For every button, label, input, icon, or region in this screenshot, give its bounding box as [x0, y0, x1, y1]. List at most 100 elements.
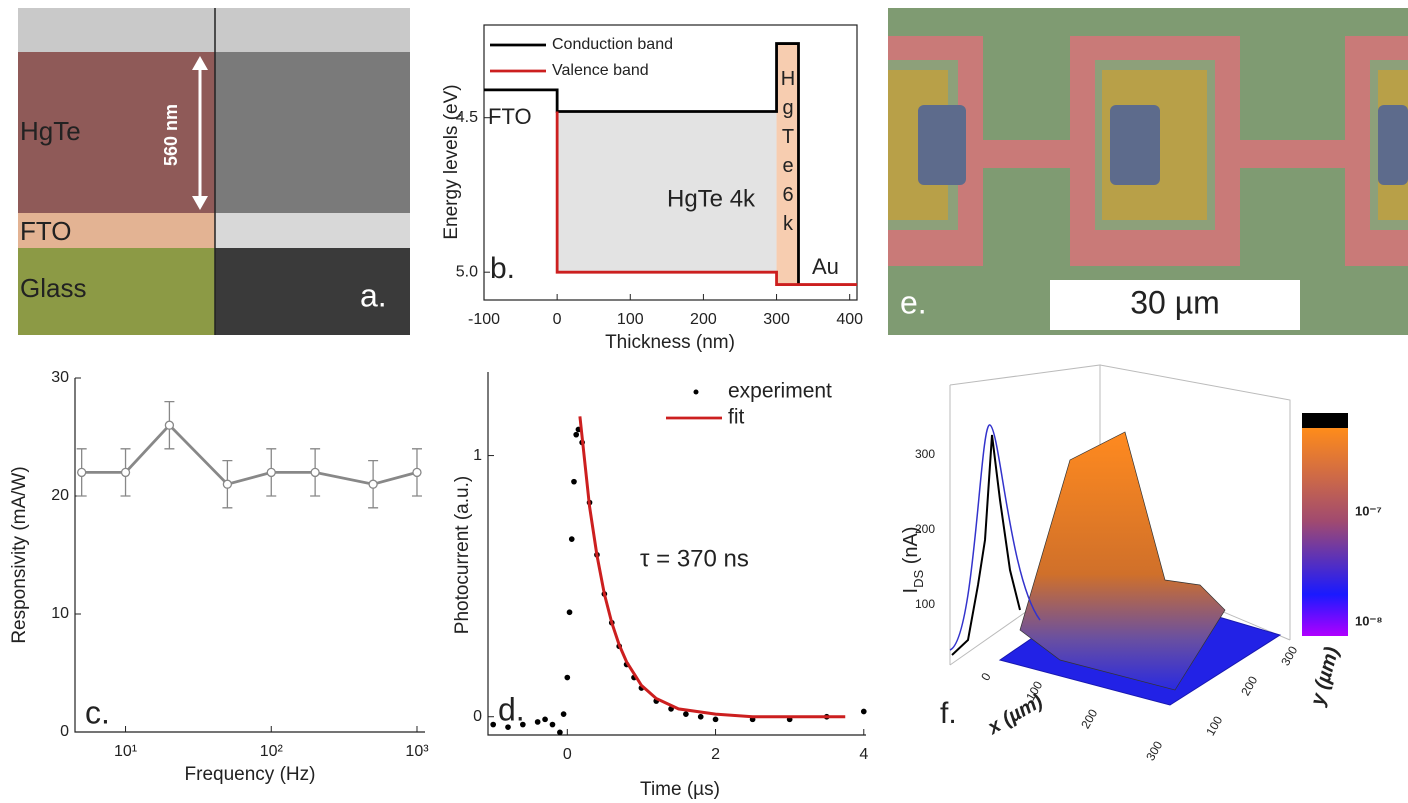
legend-swatch [693, 389, 699, 395]
contact [1110, 105, 1160, 185]
fto-layer [18, 213, 215, 248]
x-tick-label: 400 [836, 311, 863, 328]
layer-label: FTO [20, 216, 72, 246]
panel-f [949, 364, 1348, 706]
data-point [164, 420, 175, 430]
colorbar-label: 10⁻⁸ [1355, 613, 1382, 628]
data-point [505, 724, 511, 731]
x-tick-label: 10³ [405, 743, 429, 760]
axes [487, 372, 866, 736]
legend-label: Conduction band [552, 36, 673, 53]
data-point [542, 716, 548, 723]
y-tick-label: 100 [1203, 713, 1225, 738]
profile-fit [949, 424, 1041, 651]
plot-frame [483, 24, 858, 301]
data-point [222, 479, 233, 489]
y-tick-label: 5.0 [456, 263, 478, 280]
chart: 0 2 4 0 1 Time (µs) Photocurrent (a.u.) experim… [452, 372, 868, 800]
colorbar [1302, 428, 1348, 636]
data-point [557, 729, 563, 736]
y-tick-label: 300 [1278, 643, 1300, 668]
x-tick-label: 300 [763, 311, 790, 328]
data-point [697, 713, 704, 720]
data-point [77, 467, 87, 478]
legend-label: fit [728, 406, 745, 429]
data-point [564, 674, 571, 681]
z-label-unit: (nA) [900, 527, 922, 570]
z-label-main: I [900, 588, 922, 594]
x-tick-label: 4 [859, 746, 868, 763]
annotation-char: g [782, 97, 793, 119]
annotation: d. [498, 691, 525, 727]
series-line [484, 42, 800, 285]
x-tick-label: -100 [468, 311, 500, 328]
sem-hgte [215, 52, 410, 213]
surface-peak [1019, 431, 1226, 691]
data-point [368, 479, 378, 489]
data-point [549, 721, 556, 728]
annotation: c. [85, 694, 110, 730]
hgte-layer [18, 52, 215, 213]
x-tick-label: 0 [553, 311, 562, 328]
panel-a: HgTe FTO Glass 560 nm a. [18, 8, 410, 335]
panel-label: f. [940, 697, 957, 730]
chart: -100 0 100 200 300 400 4.5 5.0 Thickness (nm) Ene… [441, 24, 863, 353]
x-axis-label: Thickness (nm) [605, 332, 735, 353]
z-tick-label: 300 [915, 447, 935, 461]
scale-label: 30 µm [1130, 284, 1220, 320]
data-point [412, 467, 422, 478]
y-axis-label: Photocurrent (a.u.) [452, 476, 473, 634]
y-tick-label: 0 [60, 723, 69, 740]
annotation-char: k [783, 213, 794, 235]
data-point [266, 467, 276, 478]
data-point [310, 467, 320, 478]
x-tick-label: 300 [1143, 738, 1165, 763]
data-point [560, 711, 567, 717]
x-tick-label: 0 [563, 746, 572, 763]
legend-label: Valence band [552, 62, 649, 79]
x-tick-label: 2 [711, 746, 720, 763]
y-tick-label: 1 [473, 447, 482, 464]
x-tick-label: 10¹ [114, 743, 137, 760]
data-point [490, 721, 497, 728]
x-tick-label: 200 [1078, 706, 1100, 731]
hgte-4k-region [557, 111, 777, 273]
y-axis-label: Responsivity (mA/W) [9, 466, 30, 643]
axes [74, 378, 425, 733]
x-axis-label: Time (µs) [640, 779, 720, 800]
data-point [519, 721, 526, 728]
data-point [683, 711, 689, 717]
hgte-6k-region [776, 43, 799, 285]
y-tick-label: 200 [1238, 673, 1260, 698]
annotation: τ = 370 ns [640, 545, 749, 572]
x-tick-label: 0 [978, 670, 994, 683]
data-point [566, 609, 573, 616]
data-point [534, 719, 541, 725]
layer-label: HgTe [20, 116, 81, 146]
annotation: b. [490, 252, 515, 285]
profile-data [951, 434, 1021, 656]
x-axis-label: Frequency (Hz) [185, 764, 316, 785]
annotation: FTO [488, 104, 532, 129]
y-tick-label: 30 [51, 369, 69, 386]
y-tick-label: 4.5 [456, 109, 478, 126]
data-point [860, 708, 867, 715]
legend-label: experiment [728, 380, 832, 403]
sem-glass [215, 248, 410, 335]
series-line [578, 416, 846, 719]
annotation-char: T [782, 126, 794, 148]
z-label-sub: DS [911, 570, 926, 588]
series-line [555, 111, 857, 286]
x-tick-label: 100 [617, 311, 644, 328]
colorbar-label: 10⁻⁷ [1355, 503, 1382, 518]
annotation: Au [812, 254, 839, 279]
y-axis-label: y (µm) [1306, 644, 1343, 708]
series-line [81, 423, 418, 486]
contact [1378, 105, 1408, 185]
data-point [712, 716, 719, 723]
layer-label: Glass [20, 273, 86, 303]
scale-box [1050, 280, 1300, 330]
x-axis-label: x (µm) [983, 690, 1047, 739]
